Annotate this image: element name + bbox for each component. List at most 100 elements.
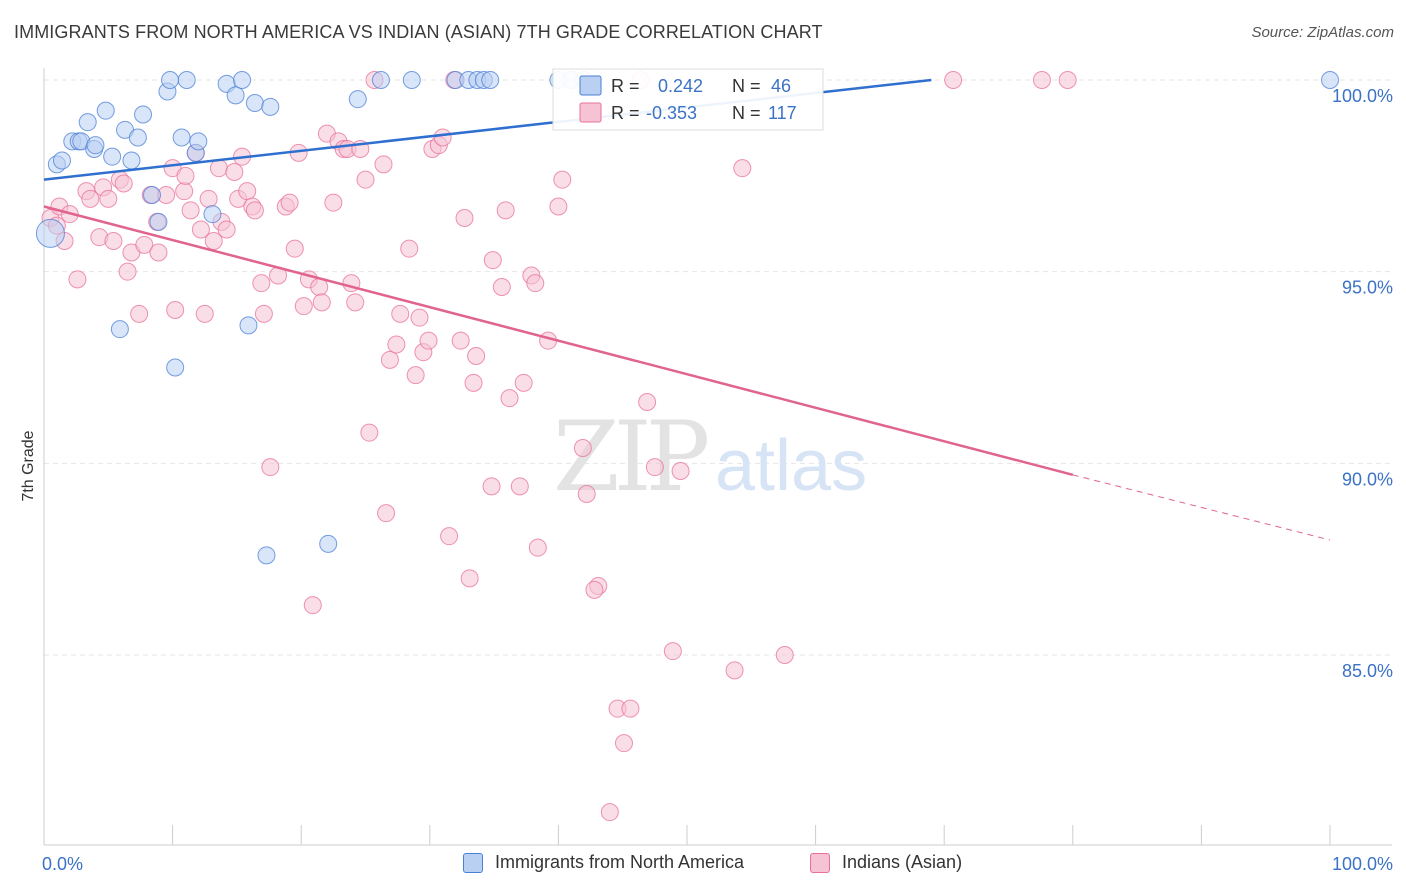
y-tick-label-1: 90.0% [1342, 469, 1393, 489]
point-immigrants-5 [78, 113, 97, 132]
point-indians-107 [671, 462, 690, 480]
legend-n-label-1: N = [732, 76, 761, 96]
chart-source: Source: ZipAtlas.com [1251, 24, 1394, 41]
point-indians-78 [440, 527, 459, 546]
legend-item-immigrants[interactable]: Immigrants from North America [463, 852, 744, 873]
point-indians-115 [585, 580, 604, 599]
point-immigrants-8 [96, 101, 115, 120]
point-indians-41 [252, 274, 271, 293]
point-indians-87 [496, 201, 515, 220]
point-indians-51 [303, 596, 322, 615]
point-indians-71 [406, 366, 425, 385]
legend-item-indians[interactable]: Indians (Asian) [810, 852, 962, 873]
point-indians-60 [346, 293, 365, 312]
point-indians-28 [191, 220, 210, 239]
point-indians-46 [280, 193, 299, 212]
legend-swatch-pink [579, 102, 602, 123]
point-indians-96 [549, 197, 568, 216]
point-indians-53 [312, 293, 331, 312]
point-indians-84 [482, 477, 501, 496]
point-indians-63 [360, 423, 379, 442]
point-indians-32 [209, 159, 228, 178]
point-immigrants-11 [122, 151, 141, 170]
point-immigrants-44 [239, 316, 258, 335]
point-indians-5 [68, 270, 87, 289]
watermark-zip: ZIP [553, 401, 708, 513]
point-indians-98 [577, 485, 596, 503]
point-indians-16 [130, 304, 149, 323]
legend-label-immigrants: Immigrants from North America [495, 852, 745, 872]
point-immigrants-31 [402, 71, 421, 89]
point-immigrants-30 [371, 71, 390, 89]
point-immigrants-15 [149, 212, 168, 231]
point-indians-29 [195, 304, 214, 323]
y-tick-label-0: 85.0% [1342, 661, 1393, 681]
point-immigrants-26 [245, 94, 264, 112]
point-indians-82 [464, 373, 483, 392]
point-indians-89 [510, 477, 529, 496]
point-indians-106 [663, 642, 682, 661]
point-indians-17 [135, 235, 154, 254]
point-indians-83 [467, 347, 486, 365]
point-indians-74 [419, 331, 438, 350]
legend-swatch-indians [810, 852, 830, 873]
point-indians-101 [614, 734, 633, 753]
point-immigrants-43 [166, 358, 185, 377]
point-indians-92 [526, 274, 545, 293]
point-indians-42 [254, 304, 273, 323]
point-indians-112 [1032, 71, 1051, 89]
point-immigrants-7 [86, 136, 105, 155]
legend-swatch-immigrants [463, 852, 483, 873]
x-tick-label-1: 100.0% [1332, 854, 1393, 874]
point-indians-80 [451, 331, 470, 350]
point-indians-97 [573, 439, 592, 457]
point-indians-65 [374, 155, 393, 174]
point-immigrants-45 [257, 546, 276, 565]
point-indians-72 [410, 308, 429, 327]
point-indians-26 [181, 201, 200, 220]
point-indians-66 [377, 504, 396, 523]
x-tick-label-0: 0.0% [42, 854, 83, 874]
point-indians-43 [261, 458, 280, 477]
point-immigrants-13 [134, 105, 153, 124]
point-indians-49 [294, 297, 313, 316]
point-indians-30 [199, 189, 218, 208]
point-indians-93 [528, 538, 547, 557]
y-tick-label-2: 95.0% [1342, 278, 1393, 298]
trend-line-indians-extension [1072, 474, 1331, 541]
point-indians-110 [775, 646, 794, 664]
point-immigrants-9 [103, 147, 122, 166]
legend-r-value-2: -0.353 [646, 103, 697, 123]
point-indians-24 [175, 182, 194, 201]
series-indians-asian [41, 71, 1077, 822]
point-indians-11 [104, 232, 123, 250]
grid-lines [44, 79, 1392, 656]
point-indians-86 [492, 278, 511, 296]
axes [43, 68, 1392, 846]
point-indians-55 [324, 193, 343, 212]
point-indians-111 [944, 71, 963, 89]
point-indians-70 [400, 239, 419, 258]
point-indians-90 [514, 373, 533, 392]
point-indians-20 [149, 243, 168, 262]
y-tick-label-3: 100.0% [1332, 86, 1393, 106]
point-immigrants-41 [35, 218, 65, 248]
point-indians-104 [638, 393, 657, 411]
legend-label-indians: Indians (Asian) [842, 852, 963, 872]
point-indians-7 [81, 189, 100, 208]
legend-swatch-blue [579, 75, 602, 96]
legend-r-label-2: R = [611, 103, 640, 123]
point-immigrants-24 [226, 86, 245, 105]
point-immigrants-27 [261, 97, 280, 116]
legend-r-label-1: R = [611, 76, 640, 96]
point-immigrants-42 [110, 320, 129, 339]
point-indians-102 [621, 699, 640, 718]
point-immigrants-25 [233, 71, 252, 89]
point-indians-35 [225, 163, 244, 181]
watermark-atlas: atlas [715, 426, 867, 506]
point-immigrants-21 [189, 132, 208, 151]
point-indians-38 [238, 182, 257, 201]
point-indians-14 [118, 262, 137, 281]
point-immigrants-36 [481, 71, 500, 89]
